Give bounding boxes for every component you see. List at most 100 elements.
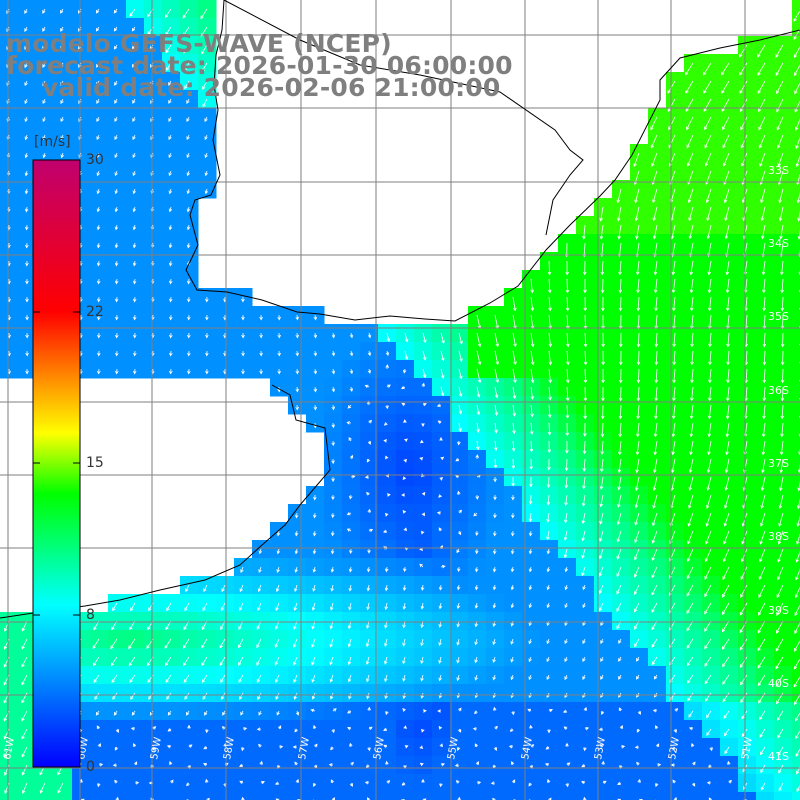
wind-arrow <box>186 782 190 787</box>
wind-speed-cell <box>234 756 253 775</box>
wind-arrow <box>741 152 748 167</box>
wind-arrow <box>275 602 280 612</box>
wind-arrow <box>650 134 658 149</box>
wind-speed-cell <box>450 468 469 487</box>
wind-arrow <box>530 332 535 348</box>
wind-arrow <box>512 422 516 435</box>
wind-arrow <box>328 763 334 767</box>
wind-arrow <box>259 350 263 357</box>
latitude-label: 37S <box>768 457 789 470</box>
wind-arrow <box>438 584 443 591</box>
wind-arrow <box>42 80 46 87</box>
wind-arrow <box>295 314 299 321</box>
wind-arrow <box>652 709 658 713</box>
wind-arrow <box>132 98 136 104</box>
wind-arrow <box>132 62 136 68</box>
wind-arrow <box>293 692 298 700</box>
wind-arrow <box>114 170 118 177</box>
wind-arrow <box>775 674 784 687</box>
wind-arrow <box>705 512 712 527</box>
wind-arrow <box>583 404 587 420</box>
wind-arrow <box>476 404 481 416</box>
wind-arrow <box>295 368 300 375</box>
wind-arrow <box>634 512 640 526</box>
wind-arrow <box>42 152 46 159</box>
wind-speed-cell <box>540 774 559 793</box>
wind-arrow <box>633 152 640 167</box>
wind-arrow <box>726 350 730 366</box>
wind-arrow <box>440 332 445 344</box>
wind-arrow <box>617 206 622 222</box>
wind-arrow <box>165 674 172 683</box>
wind-arrow <box>239 692 244 700</box>
wind-arrow <box>402 674 406 682</box>
wind-speed-cell <box>792 18 800 37</box>
wind-speed-cell <box>432 504 451 523</box>
wind-speed-cell <box>612 792 631 800</box>
wind-arrow <box>581 512 586 524</box>
wind-speed-cell <box>792 738 800 757</box>
wind-arrow <box>510 602 515 609</box>
wind-arrow <box>686 656 694 667</box>
wind-speed-cell <box>360 468 379 487</box>
wind-arrow <box>583 350 588 366</box>
wind-arrow <box>331 494 335 501</box>
wind-arrow <box>129 674 136 684</box>
wind-arrow <box>528 584 533 591</box>
wind-arrow <box>294 530 299 537</box>
wind-arrow <box>348 602 352 611</box>
wind-arrow <box>601 332 605 348</box>
wind-arrow <box>421 512 425 517</box>
wind-arrow <box>548 350 553 366</box>
wind-arrow <box>439 743 443 748</box>
wind-arrow <box>330 584 334 592</box>
wind-arrow <box>454 763 460 767</box>
wind-arrow <box>494 404 499 417</box>
wind-arrow <box>582 440 587 455</box>
wind-arrow <box>240 566 244 574</box>
wind-speed-cell <box>414 450 433 469</box>
wind-arrow <box>510 548 515 555</box>
wind-speed-cell <box>648 792 667 800</box>
wind-arrow <box>183 656 190 666</box>
wind-arrow <box>347 726 352 731</box>
wind-arrow <box>564 656 568 663</box>
wind-speed-cell <box>558 792 577 800</box>
wind-arrow <box>275 674 280 683</box>
wind-arrow <box>547 422 552 436</box>
wind-speed-cell <box>576 792 595 800</box>
wind-speed-cell <box>198 738 217 757</box>
wind-arrow <box>600 404 605 420</box>
wind-arrow <box>703 62 712 76</box>
wind-arrow <box>132 188 136 195</box>
wind-arrow <box>24 134 28 141</box>
wind-arrow <box>402 707 406 712</box>
wind-arrow <box>60 8 64 14</box>
wind-arrow <box>616 188 622 204</box>
wind-arrow <box>114 296 119 303</box>
wind-arrow <box>738 44 748 58</box>
wind-arrow <box>762 386 767 402</box>
wind-arrow <box>96 98 100 104</box>
wind-arrow <box>457 728 462 733</box>
wind-speed-cell <box>342 756 361 775</box>
wind-arrow <box>510 530 515 537</box>
wind-arrow <box>438 656 442 664</box>
wind-arrow <box>457 440 461 446</box>
wind-arrow <box>402 476 407 481</box>
wind-arrow <box>617 458 622 474</box>
wind-arrow <box>421 491 426 496</box>
wind-arrow <box>760 476 766 492</box>
latitude-label: 41S <box>768 750 789 763</box>
wind-arrow <box>548 404 552 419</box>
wind-arrow <box>599 494 604 508</box>
wind-arrow <box>202 602 208 612</box>
wind-arrow <box>527 708 532 713</box>
wind-arrow <box>278 745 284 749</box>
wind-arrow <box>721 98 730 112</box>
wind-arrow <box>494 350 500 366</box>
wind-arrow <box>348 494 353 500</box>
wind-arrow <box>795 729 800 740</box>
wind-arrow <box>312 530 317 537</box>
wind-speed-cell <box>252 720 271 739</box>
